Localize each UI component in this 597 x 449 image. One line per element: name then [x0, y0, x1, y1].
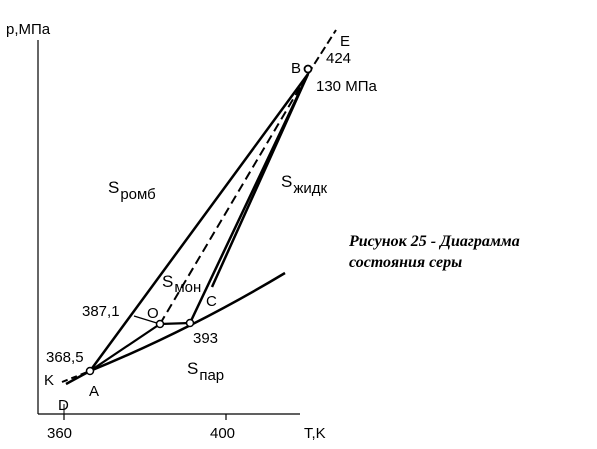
point-a: [85, 366, 95, 376]
o-leader-line: [133, 315, 161, 325]
value-a-temp: 368,5: [46, 349, 84, 366]
phase-monoclinic: Sмон: [162, 272, 201, 296]
value-c-temp: 393: [193, 330, 218, 347]
phase-liquid: Sжидк: [281, 172, 328, 197]
x-tick-label-360: 360: [47, 425, 72, 442]
point-c: [185, 318, 195, 328]
label-o: O: [147, 305, 159, 322]
label-d: D: [58, 397, 69, 414]
value-o-temp: 387,1: [82, 303, 120, 320]
label-c: C: [206, 293, 217, 310]
metastable-line-k: [61, 370, 91, 383]
phase-rhombic: Sромб: [108, 178, 156, 203]
line-b-e-dashed: [307, 29, 337, 75]
figure-caption: Рисунок 25 - Диаграмма состояния серы: [349, 231, 589, 273]
caption-line-2: состояния серы: [349, 254, 463, 271]
phase-vapor: Sпар: [187, 359, 224, 384]
point-b: [303, 64, 313, 74]
line-monoclinic-b: [210, 73, 310, 288]
value-b-pressure: 130 МПа: [316, 78, 377, 95]
label-a: A: [89, 383, 99, 400]
value-b-temp: 424: [326, 50, 351, 67]
y-axis-label: p,МПа: [6, 21, 51, 38]
label-b: B: [291, 60, 301, 77]
line-o-c: [159, 321, 191, 326]
line-a-o: [89, 323, 161, 372]
point-o: [155, 319, 165, 329]
label-k: K: [44, 372, 54, 389]
line-o-b-dashed: [159, 73, 309, 325]
caption-line-1: Рисунок 25 - Диаграмма: [349, 233, 520, 250]
label-e: E: [340, 33, 350, 50]
x-axis-label: T,K: [304, 425, 326, 442]
x-tick-label-400: 400: [210, 425, 235, 442]
rhombic-liquid-line: [88, 73, 310, 372]
